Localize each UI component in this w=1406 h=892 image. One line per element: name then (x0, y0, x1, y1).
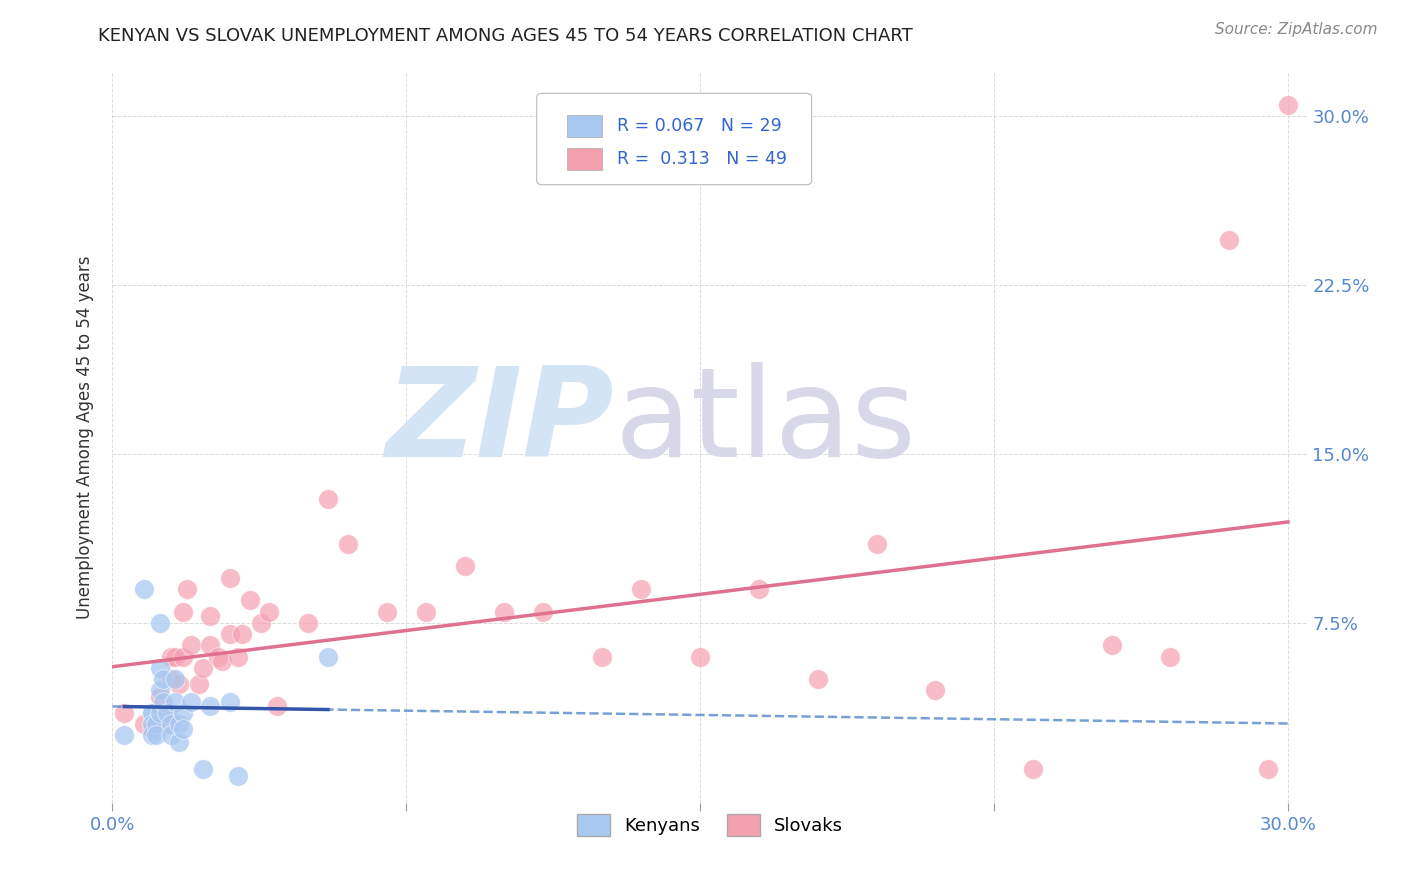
Point (200, 609, 222, 624)
Point (924, 683, 946, 698)
Point (1257, 762, 1279, 776)
FancyBboxPatch shape (537, 94, 811, 185)
Bar (567, 148, 603, 170)
Point (148, 615, 170, 630)
Point (1218, 233, 1240, 247)
Point (591, 649, 613, 664)
Point (152, 672, 174, 686)
Point (141, 706, 163, 720)
Point (865, 537, 887, 551)
Point (141, 717, 163, 731)
Point (167, 735, 190, 749)
Point (172, 722, 194, 736)
Point (187, 676, 209, 690)
Point (180, 638, 202, 652)
Legend: Kenyans, Slovaks: Kenyans, Slovaks (568, 805, 852, 845)
Point (165, 694, 187, 708)
Point (112, 728, 135, 742)
Point (226, 649, 249, 664)
Point (231, 627, 253, 641)
Point (266, 699, 288, 714)
Point (145, 728, 167, 742)
Point (191, 661, 214, 675)
Point (375, 605, 398, 619)
Point (1159, 649, 1181, 664)
Point (454, 559, 477, 574)
Point (165, 649, 187, 664)
Point (152, 706, 174, 720)
Point (165, 672, 187, 686)
Point (148, 661, 170, 675)
Text: atlas: atlas (614, 362, 917, 483)
Point (141, 706, 163, 720)
Text: ZIP: ZIP (385, 362, 614, 483)
Point (219, 627, 242, 641)
Point (148, 683, 170, 698)
Point (219, 571, 242, 585)
Bar (567, 115, 603, 137)
Point (316, 649, 339, 664)
Point (250, 615, 273, 630)
Point (191, 762, 214, 776)
Point (172, 605, 194, 619)
Point (160, 728, 183, 742)
Point (152, 694, 174, 708)
Point (167, 717, 190, 731)
Point (219, 694, 242, 708)
Point (132, 717, 155, 731)
Point (200, 699, 222, 714)
Point (239, 593, 262, 607)
Text: Source: ZipAtlas.com: Source: ZipAtlas.com (1215, 22, 1378, 37)
Point (145, 717, 167, 731)
Point (336, 537, 359, 551)
Point (141, 722, 163, 736)
Point (415, 605, 437, 619)
Point (494, 605, 516, 619)
Point (112, 706, 135, 720)
Point (167, 676, 190, 690)
Text: R = 0.067   N = 29: R = 0.067 N = 29 (617, 117, 782, 136)
Point (172, 649, 194, 664)
Point (160, 717, 183, 731)
Point (160, 649, 183, 664)
Point (807, 672, 830, 686)
Point (180, 694, 202, 708)
Point (1022, 762, 1045, 776)
Point (689, 649, 711, 664)
Point (297, 615, 319, 630)
Point (156, 717, 179, 731)
Point (176, 582, 198, 596)
Point (132, 582, 155, 596)
Point (200, 638, 222, 652)
Point (156, 706, 179, 720)
Point (533, 605, 555, 619)
Point (226, 769, 249, 783)
Point (148, 690, 170, 704)
Point (160, 672, 183, 686)
Point (172, 706, 194, 720)
Text: R =  0.313   N = 49: R = 0.313 N = 49 (617, 150, 787, 168)
Point (257, 605, 280, 619)
Point (630, 582, 652, 596)
Point (748, 582, 770, 596)
Point (1277, 98, 1299, 112)
Point (316, 491, 339, 506)
Point (207, 649, 229, 664)
Point (1101, 638, 1123, 652)
Point (148, 706, 170, 720)
Point (141, 728, 163, 742)
Text: KENYAN VS SLOVAK UNEMPLOYMENT AMONG AGES 45 TO 54 YEARS CORRELATION CHART: KENYAN VS SLOVAK UNEMPLOYMENT AMONG AGES… (98, 27, 912, 45)
Point (211, 654, 233, 668)
Y-axis label: Unemployment Among Ages 45 to 54 years: Unemployment Among Ages 45 to 54 years (76, 255, 94, 619)
